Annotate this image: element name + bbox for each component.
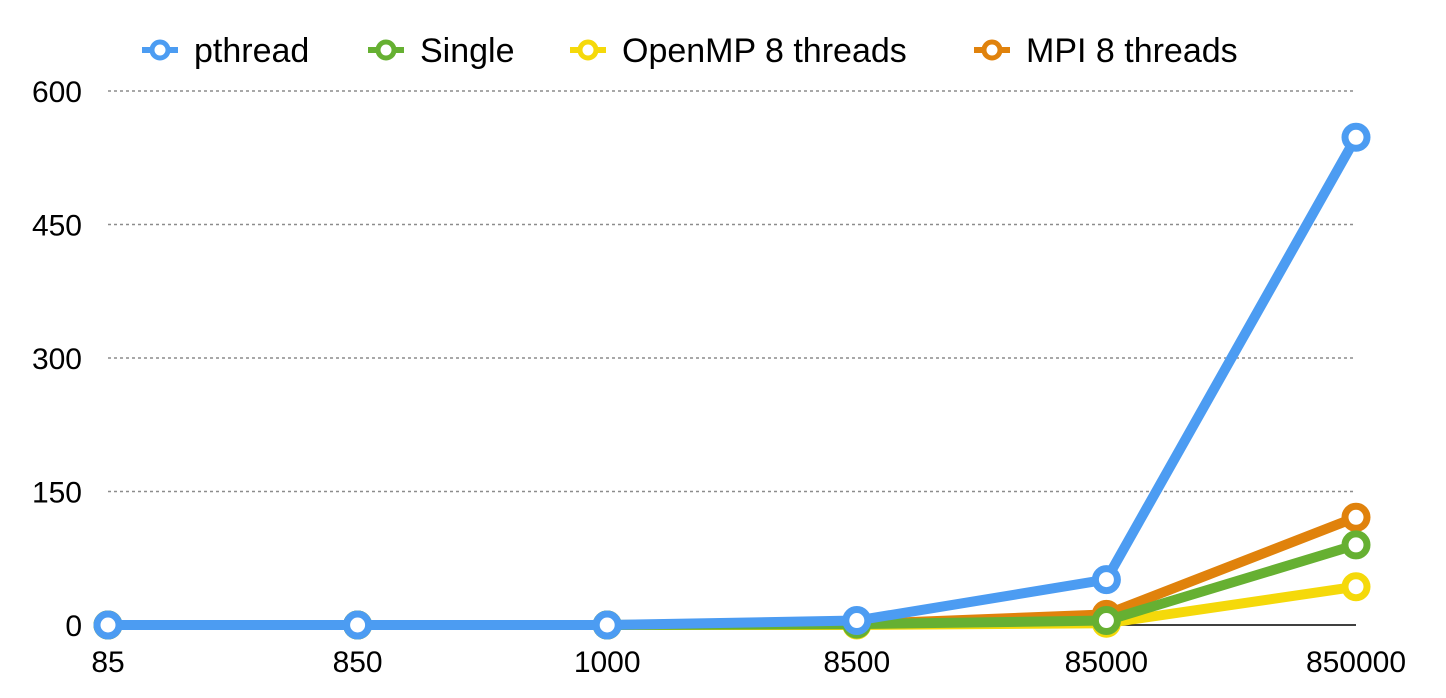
x-tick-label: 850000	[1306, 646, 1406, 679]
data-point-single[interactable]	[1091, 606, 1121, 636]
legend-item-mpi-8-threads[interactable]: MPI 8 threads	[974, 32, 1238, 70]
legend-swatch-marker	[577, 39, 599, 61]
data-point-single[interactable]	[1341, 530, 1371, 560]
legend-swatch-marker	[149, 39, 171, 61]
x-axis: 85 850 1000 8500 85000 850000	[91, 624, 1406, 679]
legend-swatch-marker	[375, 39, 397, 61]
grid-lines	[108, 90, 1356, 493]
legend: pthread Single OpenMP 8 threads MPI 8 threa…	[142, 32, 1238, 70]
data-point-pthread[interactable]	[842, 606, 872, 636]
series-line-pthread	[103, 132, 1361, 630]
x-tick-label: 850	[333, 646, 383, 679]
series-pthread	[93, 122, 1371, 640]
legend-label: MPI 8 threads	[1026, 32, 1238, 70]
data-point-mpi-8-threads[interactable]	[1341, 502, 1371, 532]
y-tick-label: 150	[32, 477, 82, 510]
legend-label: pthread	[194, 32, 309, 70]
data-point-pthread[interactable]	[1341, 122, 1371, 152]
y-tick-label: 300	[32, 343, 82, 376]
legend-swatch-marker	[981, 39, 1003, 61]
data-point-pthread[interactable]	[592, 610, 622, 640]
data-point-pthread[interactable]	[93, 610, 123, 640]
series-layer	[93, 122, 1371, 640]
series-line-mpi-8-threads	[103, 512, 1361, 630]
x-tick-label: 85000	[1065, 646, 1148, 679]
legend-item-pthread[interactable]: pthread	[142, 32, 309, 70]
y-tick-label: 0	[65, 610, 82, 643]
legend-label: OpenMP 8 threads	[622, 32, 907, 70]
data-point-openmp-8-threads[interactable]	[1341, 572, 1371, 602]
data-point-pthread[interactable]	[1091, 565, 1121, 595]
x-tick-label: 85	[91, 646, 124, 679]
y-tick-label: 600	[32, 76, 82, 109]
legend-label: Single	[420, 32, 515, 70]
legend-item-single[interactable]: Single	[368, 32, 515, 70]
x-tick-label: 8500	[823, 646, 890, 679]
data-point-pthread[interactable]	[343, 610, 373, 640]
x-tick-label: 1000	[574, 646, 641, 679]
legend-item-openmp-8-threads[interactable]: OpenMP 8 threads	[570, 32, 907, 70]
y-tick-label: 450	[32, 210, 82, 243]
y-axis: 0 150 300 450 600	[32, 76, 82, 643]
